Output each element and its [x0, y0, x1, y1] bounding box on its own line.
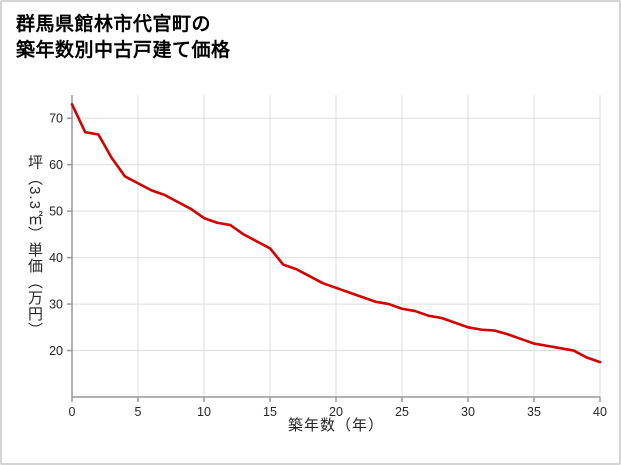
x-tick-label: 40 [593, 405, 607, 419]
x-tick-label: 35 [527, 405, 541, 419]
y-tick-label: 50 [49, 205, 63, 219]
chart-title: 群馬県館林市代官町の 築年数別中古戸建て価格 [16, 12, 231, 63]
x-tick-label: 20 [329, 405, 343, 419]
x-tick-label: 0 [69, 405, 76, 419]
y-tick-label: 20 [49, 344, 63, 358]
chart-title-line2: 築年数別中古戸建て価格 [16, 39, 231, 61]
y-tick-label: 40 [49, 251, 63, 265]
y-tick-label: 60 [49, 158, 63, 172]
x-tick-label: 25 [395, 405, 409, 419]
x-tick-label: 5 [135, 405, 142, 419]
y-tick-label: 70 [49, 112, 63, 126]
y-tick-label: 30 [49, 298, 63, 312]
chart-title-line1: 群馬県館林市代官町の [16, 14, 212, 35]
y-axis-label: 坪（3.3㎡）単価（万円） [26, 154, 43, 338]
x-tick-label: 30 [461, 405, 475, 419]
x-tick-label: 10 [197, 405, 211, 419]
price-line-series [70, 102, 602, 364]
x-tick-label: 15 [263, 405, 277, 419]
x-axis-label: 築年数（年） [287, 417, 384, 434]
